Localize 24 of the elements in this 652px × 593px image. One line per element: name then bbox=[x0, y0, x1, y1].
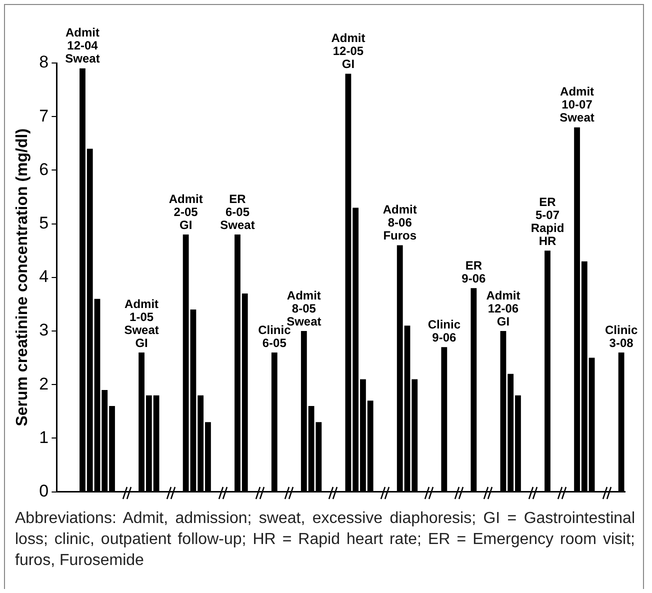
x-tick-label: Admit 12-05 GI bbox=[331, 31, 366, 72]
x-tick-label: Clinic 9-06 bbox=[428, 317, 461, 344]
y-tick-label: 1 bbox=[39, 428, 49, 447]
x-tick-label: Admit 2-05 GI bbox=[168, 192, 203, 232]
x-tick-label: Admit 12-04 Sweat bbox=[65, 26, 100, 66]
y-tick-label: 4 bbox=[39, 267, 49, 286]
x-tick-label: Admit 8-06 Furos bbox=[382, 202, 417, 243]
x-tick-label: ER 5-07 Rapid HR bbox=[530, 194, 564, 248]
y-tick-label: 7 bbox=[39, 106, 49, 126]
y-tick-label: 3 bbox=[39, 320, 49, 340]
text: Abbreviations: Admit, admission; sweat, excessive diaphoresis; GI = Gastrointestinal loss; clinic, outpatient follow-up; HR = Rapid heart rate; ER = Emergency room visit; furos, Furosemide bbox=[15, 509, 635, 571]
x-tick-label: ER 9-06 bbox=[462, 258, 486, 286]
y-tick-label: 8 bbox=[39, 52, 49, 72]
y-tick-label: 0 bbox=[39, 481, 49, 500]
x-tick-label: Clinic 3-08 bbox=[604, 322, 638, 350]
y-tick-label: 6 bbox=[39, 160, 49, 179]
x-tick-label: Admit 10-07 Sweat bbox=[560, 84, 594, 125]
x-tick-label: ER 6-05 Sweat bbox=[220, 192, 255, 232]
y-tick-label: 2 bbox=[39, 374, 49, 394]
y-tick-label: 5 bbox=[39, 213, 49, 232]
y-axis-title: Serum creatinine concentration (mg/dl) bbox=[14, 128, 32, 426]
x-tick-label: Admit 12-06 GI bbox=[486, 288, 520, 328]
x-tick-label: Admit 1-05 Sweat GI bbox=[124, 296, 159, 350]
x-tick-label: Admit 8-05 Sweat bbox=[286, 288, 322, 328]
